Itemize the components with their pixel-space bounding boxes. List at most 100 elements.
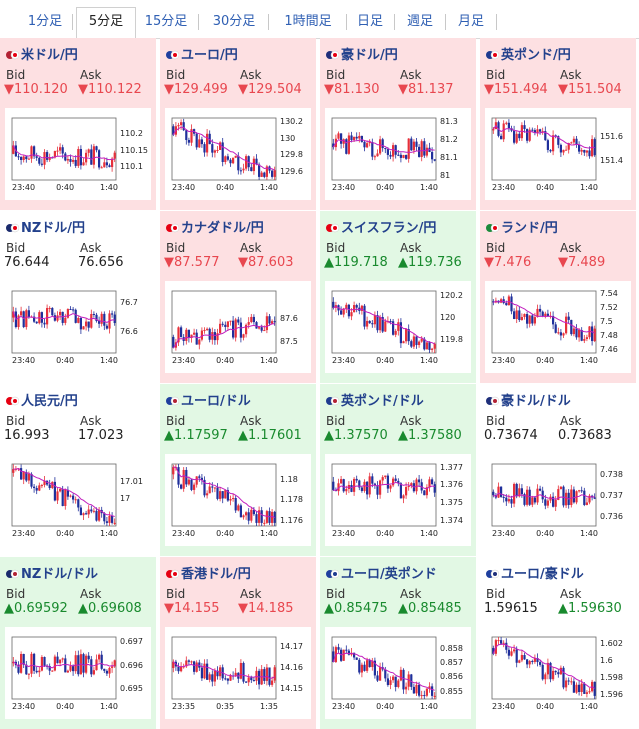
- candle-body: [593, 681, 596, 696]
- pair-title[interactable]: ユーロ/豪ドル: [486, 563, 584, 582]
- candle-body: [252, 509, 255, 515]
- candle-body: [552, 670, 555, 680]
- pair-title[interactable]: 英ポンド/円: [486, 44, 571, 63]
- currency-panel[interactable]: ユーロ/英ポンド Bid Ask ▲0.85475 ▲0.85485 0.858…: [320, 557, 476, 729]
- candle-body: [260, 172, 263, 177]
- x-tick-label: 1:40: [100, 529, 118, 538]
- tab-1min[interactable]: 1分足: [27, 14, 63, 29]
- price-chart[interactable]: 120.2 120 119.8 23:40 0:40 1:40: [325, 281, 471, 373]
- pair-title[interactable]: 英ポンド/ドル: [326, 390, 424, 409]
- price-chart[interactable]: 0.697 0.696 0.695 23:40 0:40 1:40: [5, 627, 151, 719]
- bid-label: Bid: [166, 414, 186, 428]
- candle-body: [515, 649, 518, 663]
- candle-body: [263, 172, 266, 177]
- tab-daily[interactable]: 日足: [356, 14, 383, 29]
- price-chart[interactable]: 17.01 17 23:40 0:40 1:40: [5, 454, 151, 546]
- currency-panel[interactable]: NZドル/円 Bid Ask 76.644 76.656 76.7 76.6 23:…: [0, 211, 156, 383]
- currency-panel[interactable]: ランド/円 Bid Ask ▼7.476 ▼7.489 7.54 7.52 7.5 7…: [480, 211, 636, 383]
- x-tick-label: 0:40: [376, 702, 395, 711]
- price-chart[interactable]: 0.858 0.857 0.856 0.855 23:40 0:40 1:40: [325, 627, 471, 719]
- price-chart[interactable]: 1.602 1.6 1.598 1.596 23:40 0:40 1:40: [485, 627, 631, 719]
- pair-name: ユーロ/英ポンド: [341, 567, 437, 582]
- moving-average-line: [492, 643, 595, 689]
- price-chart[interactable]: 81.3 81.2 81.1 81 23:40 0:40 1:40: [325, 108, 471, 200]
- candle-body: [211, 332, 214, 340]
- currency-panel[interactable]: ユーロ/豪ドル Bid Ask 1.59615 ▲1.59630 1.602 1.…: [480, 557, 636, 729]
- candle-body: [216, 333, 219, 341]
- tab-1hour[interactable]: 1時間足: [284, 14, 332, 29]
- currency-panel[interactable]: 米ドル/円 Bid Ask ▼110.120 ▼110.122 110.2 110…: [0, 38, 156, 210]
- y-tick-label: 0.857: [440, 657, 463, 667]
- tab-monthly[interactable]: 月足: [457, 14, 484, 29]
- candle-body: [583, 490, 586, 505]
- pair-title[interactable]: 人民元/円: [6, 390, 78, 409]
- candle-body: [260, 327, 263, 331]
- pair-title[interactable]: 豪ドル/ドル: [486, 390, 571, 409]
- pair-title[interactable]: 香港ドル/円: [166, 563, 251, 582]
- pair-title[interactable]: NZドル/円: [6, 217, 85, 236]
- currency-panel[interactable]: ユーロ/ドル Bid Ask ▲1.17597 ▲1.17601 1.18 1.1…: [160, 384, 316, 556]
- tab-15min[interactable]: 15分足: [144, 14, 188, 29]
- candle-body: [505, 497, 508, 502]
- candle-body: [61, 147, 64, 154]
- currency-panel[interactable]: 香港ドル/円 Bid Ask ▼14.155 ▼14.185 14.17 14.1…: [160, 557, 316, 729]
- currency-panel[interactable]: 英ポンド/円 Bid Ask ▼151.494 ▼151.504 151.6 15…: [480, 38, 636, 210]
- price-chart[interactable]: 76.7 76.6 23:40 0:40 1:40: [5, 281, 151, 373]
- currency-panel[interactable]: カナダドル/円 Bid Ask ▼87.577 ▼87.603 87.6 87.5…: [160, 211, 316, 383]
- price-chart[interactable]: 87.6 87.5 23:40 0:40 1:40: [165, 281, 311, 373]
- currency-panel[interactable]: 英ポンド/ドル Bid Ask ▲1.37570 ▲1.37580 1.377 1…: [320, 384, 476, 556]
- candle-body: [245, 681, 248, 683]
- currency-panel[interactable]: 豪ドル/円 Bid Ask ▼81.130 ▼81.137 81.3 81.2 81…: [320, 38, 476, 210]
- currency-panel[interactable]: スイスフラン/円 Bid Ask ▲119.718 ▲119.736 120.2…: [320, 211, 476, 383]
- price-chart[interactable]: 151.6 151.4 23:40 0:40 1:40: [485, 108, 631, 200]
- candle-body: [407, 138, 410, 159]
- candle-body: [90, 509, 93, 512]
- candle-body: [77, 499, 80, 508]
- candle-body: [358, 135, 361, 139]
- pair-title[interactable]: ランド/円: [486, 217, 558, 236]
- pair-title[interactable]: ユーロ/英ポンド: [326, 563, 437, 582]
- candle-body: [415, 336, 418, 346]
- moving-average-line: [173, 466, 275, 518]
- candle-body: [510, 296, 513, 312]
- y-tick-label: 1.596: [600, 689, 623, 699]
- tab-weekly[interactable]: 週足: [406, 14, 433, 29]
- price-chart[interactable]: 14.17 14.16 14.15 23:35 0:35 1:35: [165, 627, 311, 719]
- currency-panel[interactable]: ユーロ/円 Bid Ask ▼129.499 ▼129.504 130.2 130…: [160, 38, 316, 210]
- pair-name: スイスフラン/円: [341, 221, 437, 236]
- price-chart[interactable]: 110.2 110.15 110.1 23:40 0:40 1:40: [5, 108, 151, 200]
- pair-title[interactable]: NZドル/ドル: [6, 563, 98, 582]
- candle-body: [402, 155, 405, 158]
- price-chart[interactable]: 1.18 1.178 1.176 23:40 0:40 1:40: [165, 454, 311, 546]
- price-chart[interactable]: 0.738 0.737 0.736 23:40 0:40 1:40: [485, 454, 631, 546]
- price-chart[interactable]: 130.2 130 129.8 129.6 23:40 0:40 1:40: [165, 108, 311, 200]
- price-chart[interactable]: 1.377 1.376 1.375 1.374 23:40 0:40 1:40: [325, 454, 471, 546]
- candle-body: [271, 170, 274, 177]
- candle-body: [588, 691, 591, 693]
- candle-body: [557, 489, 560, 501]
- candle-body: [379, 667, 382, 681]
- tab-5min[interactable]: 5分足: [76, 7, 136, 39]
- price-chart[interactable]: 7.54 7.52 7.5 7.48 7.46 23:40 0:40 1:40: [485, 281, 631, 373]
- tab-30min[interactable]: 30分足: [212, 14, 256, 29]
- currency-panel[interactable]: 人民元/円 Bid Ask 16.993 17.023 17.01 17 23:40…: [0, 384, 156, 556]
- currency-panel[interactable]: 豪ドル/ドル Bid Ask 0.73674 0.73683 0.738 0.73…: [480, 384, 636, 556]
- pair-title[interactable]: 米ドル/円: [6, 44, 78, 63]
- pair-title[interactable]: スイスフラン/円: [326, 217, 437, 236]
- currency-panel[interactable]: NZドル/ドル Bid Ask ▲0.69592 ▲0.69608 0.697 0…: [0, 557, 156, 729]
- candle-body: [229, 159, 232, 164]
- ask-value: 17.023: [78, 428, 124, 443]
- bid-value: 76.644: [4, 255, 50, 270]
- bid-label: Bid: [166, 587, 186, 601]
- bid-value: ▲0.85475: [324, 601, 388, 616]
- pair-title[interactable]: 豪ドル/円: [326, 44, 398, 63]
- candle-body: [234, 319, 237, 338]
- pair-title[interactable]: ユーロ/円: [166, 44, 238, 63]
- candle-body: [105, 670, 108, 674]
- candle-body: [546, 662, 549, 675]
- candle-body: [392, 676, 395, 681]
- candle-body: [113, 660, 116, 667]
- pair-title[interactable]: カナダドル/円: [166, 217, 264, 236]
- candle-body: [53, 315, 56, 321]
- pair-title[interactable]: ユーロ/ドル: [166, 390, 251, 409]
